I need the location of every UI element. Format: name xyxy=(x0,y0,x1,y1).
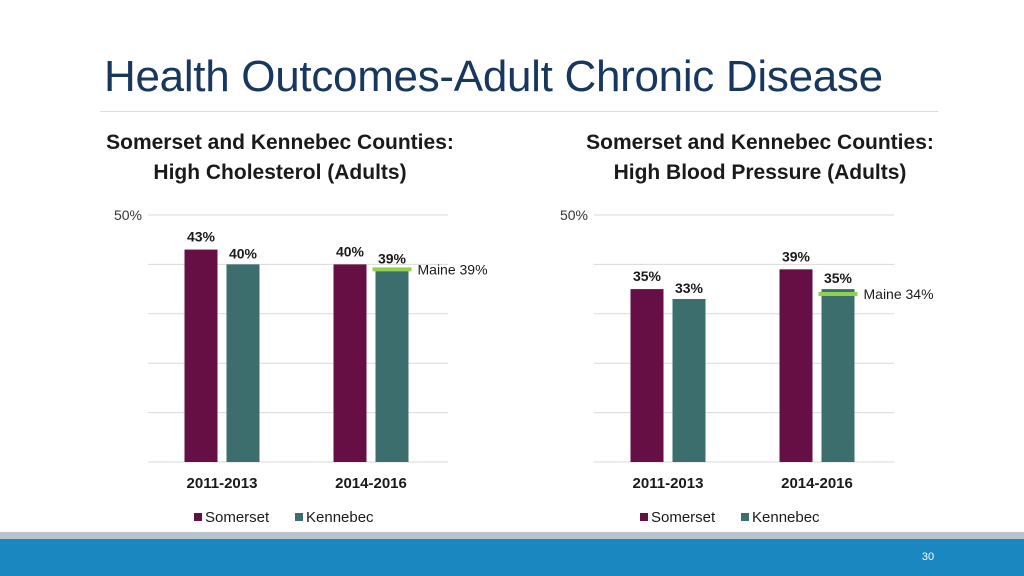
y-tick-label: 50% xyxy=(114,207,142,223)
bar-somerset-2014-2016 xyxy=(779,269,813,462)
chart-1-title-line2: High Cholesterol (Adults) xyxy=(153,161,407,184)
legend-swatch-kennebec xyxy=(295,513,303,521)
legend-label-kennebec: Kennebec xyxy=(752,509,820,526)
legend-label-somerset: Somerset xyxy=(651,509,716,526)
page-title: Health Outcomes-Adult Chronic Disease xyxy=(104,52,883,101)
maine-reference-label: Maine 39% xyxy=(418,261,488,277)
legend-swatch-somerset xyxy=(640,513,648,521)
legend-swatch-kennebec xyxy=(741,513,749,521)
footer-accent xyxy=(0,532,1024,539)
bar-somerset-2014-2016 xyxy=(333,264,367,462)
bar-kennebec-2011-2013 xyxy=(672,298,706,462)
data-label: 39% xyxy=(378,250,407,266)
data-label: 40% xyxy=(229,245,258,261)
chart-1-title-line1: Somerset and Kennebec Counties: xyxy=(106,131,454,154)
bar-kennebec-2011-2013 xyxy=(226,264,260,462)
data-label: 35% xyxy=(633,268,662,284)
bar-kennebec-2014-2016 xyxy=(375,269,409,462)
high-cholesterol-chart: 50% 43% 40% 2011-2013 40% 39% 2014-2016 Maine 3… xyxy=(114,207,488,526)
x-tick-label: 2011-2013 xyxy=(187,475,258,492)
title-divider xyxy=(100,111,938,112)
legend-swatch-somerset xyxy=(194,513,202,521)
legend-label-somerset: Somerset xyxy=(205,509,270,526)
high-blood-pressure-chart: 50% 35% 33% 2011-2013 39% 35% 2014-2016 Maine 3… xyxy=(560,207,934,526)
data-label: 43% xyxy=(187,229,216,245)
x-tick-label: 2014-2016 xyxy=(781,475,853,492)
page-number: 30 xyxy=(921,551,935,563)
chart-2-title-line2: High Blood Pressure (Adults) xyxy=(613,161,907,184)
footer-bar xyxy=(0,539,1024,576)
legend-label-kennebec: Kennebec xyxy=(306,509,374,526)
x-tick-label: 2014-2016 xyxy=(335,475,407,492)
bar-somerset-2011-2013 xyxy=(184,249,218,462)
data-label: 39% xyxy=(782,248,811,264)
chart-2-title-line1: Somerset and Kennebec Counties: xyxy=(586,131,934,154)
chart-1-title: Somerset and Kennebec Counties: High Cho… xyxy=(40,128,520,188)
bar-somerset-2011-2013 xyxy=(630,289,664,462)
data-label: 33% xyxy=(675,280,704,296)
y-tick-label: 50% xyxy=(560,207,588,223)
bar-kennebec-2014-2016 xyxy=(821,289,855,462)
data-label: 35% xyxy=(824,270,853,286)
data-label: 40% xyxy=(336,243,365,259)
maine-reference-label: Maine 34% xyxy=(864,286,934,302)
chart-2-title: Somerset and Kennebec Counties: High Blo… xyxy=(520,128,1000,188)
x-tick-label: 2011-2013 xyxy=(633,475,704,492)
